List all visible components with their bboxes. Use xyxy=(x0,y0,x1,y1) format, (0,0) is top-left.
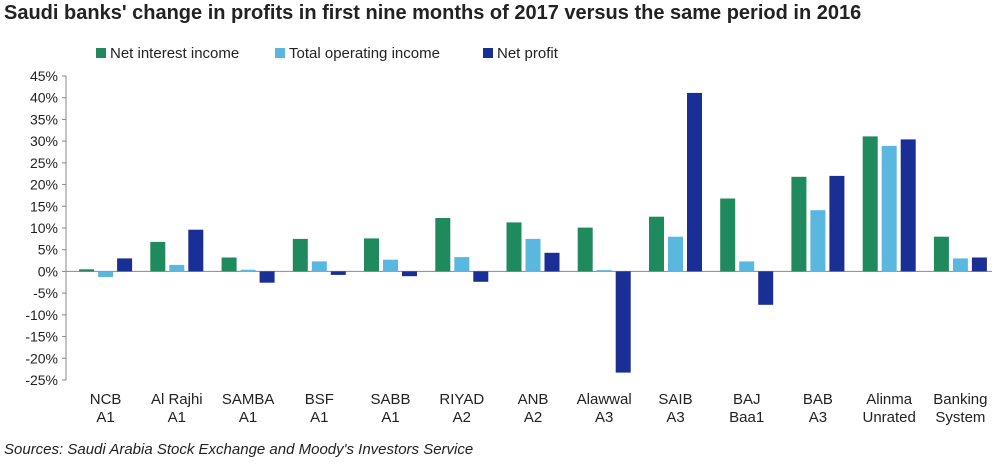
x-tick-label-0-1: A1 xyxy=(96,409,114,426)
bar-1-8 xyxy=(668,236,683,272)
bar-2-2 xyxy=(259,271,275,283)
bar-0-2 xyxy=(221,257,237,272)
x-tick-label-12-0: Banking xyxy=(933,391,987,408)
source-note: Sources: Saudi Arabia Stock Exchange and… xyxy=(4,441,474,458)
bar-0-6 xyxy=(506,222,522,272)
bar-0-3 xyxy=(292,238,308,272)
x-tick-label-1-0: Al Rajhi xyxy=(151,391,203,408)
bar-1-5 xyxy=(454,257,470,272)
x-tick-label-11-1: Unrated xyxy=(863,409,916,426)
legend: Net interest income Total operating incom… xyxy=(96,45,559,62)
y-tick-label-0: 45% xyxy=(30,68,58,84)
y-tick-label-11: -10% xyxy=(25,307,58,323)
x-tick-label-5-0: RIYAD xyxy=(439,391,484,408)
bar-0-12 xyxy=(933,236,949,272)
bar-1-3 xyxy=(311,261,327,272)
bar-0-11 xyxy=(862,136,878,272)
y-tick-label-12: -15% xyxy=(25,329,58,345)
legend-swatch-1 xyxy=(275,48,285,58)
bar-2-0 xyxy=(117,258,133,272)
legend-label-1: Total operating income xyxy=(289,45,440,62)
bar-2-8 xyxy=(687,92,702,272)
x-tick-label-12-1: System xyxy=(935,409,985,426)
legend-label-2: Net profit xyxy=(497,45,559,62)
bar-2-9 xyxy=(758,271,774,305)
bar-2-3 xyxy=(330,271,346,275)
bar-1-11 xyxy=(881,145,897,272)
bar-1-1 xyxy=(169,264,185,272)
x-tick-label-10-1: A3 xyxy=(809,409,827,426)
y-axis: 45% 40% 35% 30% 25% 20% 15% 10% 5% 0% -5% -10% -15% -… xyxy=(25,68,992,388)
x-tick-label-11-0: Alinma xyxy=(866,391,913,408)
x-tick-label-5-1: A2 xyxy=(453,409,471,426)
bar-2-6 xyxy=(544,252,560,272)
legend-swatch-0 xyxy=(96,48,106,58)
x-tick-label-0-0: NCB xyxy=(90,391,122,408)
x-tick-label-9-0: BAJ xyxy=(733,391,761,408)
y-tick-label-13: -20% xyxy=(25,350,58,366)
y-tick-label-5: 20% xyxy=(30,177,58,193)
bar-2-4 xyxy=(402,271,417,277)
legend-label-0: Net interest income xyxy=(110,45,239,62)
y-tick-label-1: 40% xyxy=(30,90,58,106)
x-tick-label-4-0: SABB xyxy=(370,391,410,408)
y-tick-label-3: 30% xyxy=(30,133,58,149)
bar-1-9 xyxy=(739,261,755,272)
x-tick-label-9-1: Baa1 xyxy=(729,409,764,426)
bar-1-4 xyxy=(383,259,398,272)
bar-0-4 xyxy=(364,238,379,272)
bar-1-6 xyxy=(525,238,541,272)
bar-1-10 xyxy=(810,210,826,272)
bar-1-7 xyxy=(596,270,612,272)
x-tick-label-6-0: ANB xyxy=(518,391,549,408)
y-tick-label-10: -5% xyxy=(33,285,58,301)
bar-2-5 xyxy=(473,271,489,282)
bar-0-1 xyxy=(150,241,166,272)
x-tick-label-7-1: A3 xyxy=(595,409,613,426)
legend-swatch-2 xyxy=(483,48,493,58)
bar-2-10 xyxy=(829,175,845,272)
x-tick-label-3-0: BSF xyxy=(305,391,334,408)
x-tick-label-7-0: Alawwal xyxy=(577,391,632,408)
y-tick-label-8: 5% xyxy=(38,242,58,258)
bar-2-11 xyxy=(900,139,916,272)
y-tick-label-14: -25% xyxy=(25,372,58,388)
bar-2-12 xyxy=(971,257,987,272)
bar-2-1 xyxy=(188,229,204,272)
bar-0-5 xyxy=(435,218,451,272)
y-tick-label-2: 35% xyxy=(30,111,58,127)
y-tick-label-9: 0% xyxy=(38,263,58,279)
bar-1-12 xyxy=(952,258,968,272)
bar-1-0 xyxy=(98,271,114,277)
bars-group xyxy=(79,92,987,373)
y-tick-label-7: 10% xyxy=(30,220,58,236)
chart-title: Saudi banks' change in profits in first … xyxy=(4,2,862,24)
x-tick-label-3-1: A1 xyxy=(310,409,328,426)
bar-0-10 xyxy=(791,176,807,272)
x-tick-label-8-0: SAIB xyxy=(658,391,692,408)
x-tick-label-10-0: BAB xyxy=(803,391,833,408)
bar-2-7 xyxy=(615,271,631,373)
bar-0-0 xyxy=(79,269,95,272)
x-tick-label-2-0: SAMBA xyxy=(222,391,275,408)
y-tick-label-4: 25% xyxy=(30,155,58,171)
y-tick-label-6: 15% xyxy=(30,198,58,214)
x-tick-label-6-1: A2 xyxy=(524,409,542,426)
bar-1-2 xyxy=(240,269,256,272)
x-tick-label-1-1: A1 xyxy=(168,409,186,426)
bar-0-7 xyxy=(577,227,593,272)
bar-0-8 xyxy=(649,216,664,272)
x-tick-label-2-1: A1 xyxy=(239,409,257,426)
x-tick-label-8-1: A3 xyxy=(666,409,684,426)
bar-0-9 xyxy=(720,198,736,272)
x-tick-label-4-1: A1 xyxy=(381,409,399,426)
